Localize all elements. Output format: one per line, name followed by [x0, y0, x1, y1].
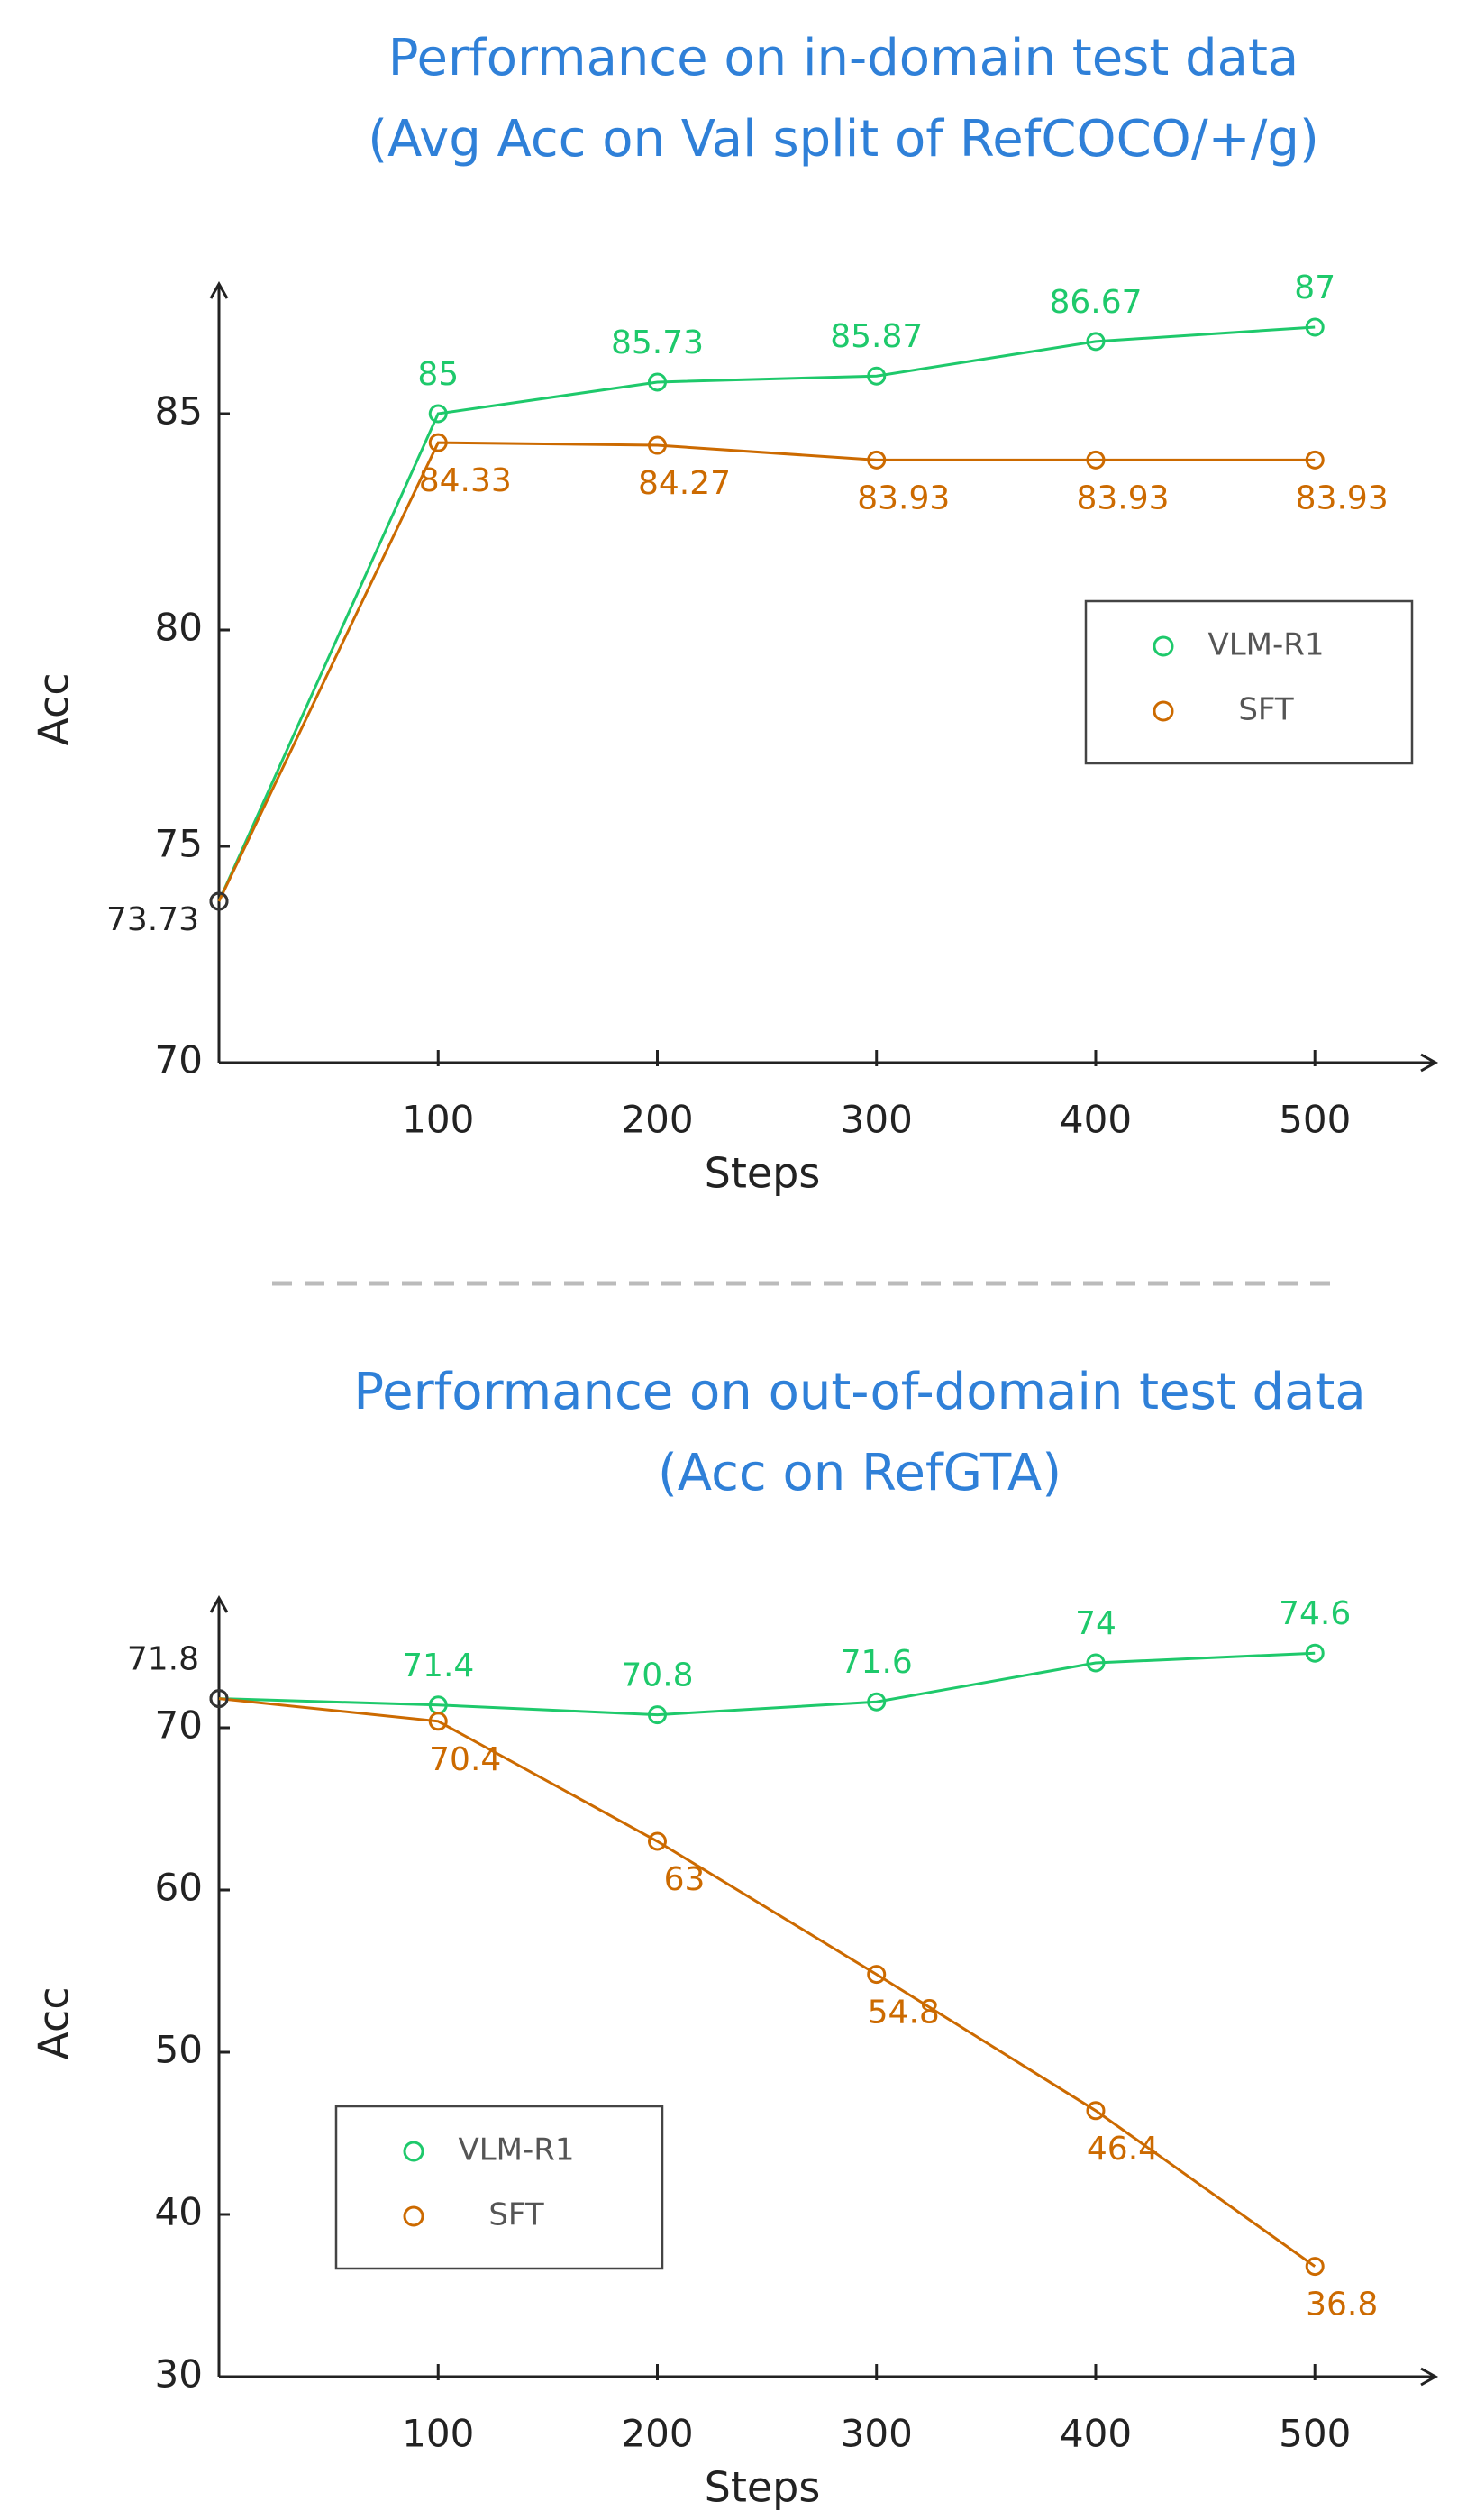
chart-title: (Avg Acc on Val split of RefCOCO/+/g) [368, 110, 1319, 169]
point [647, 1831, 667, 1851]
series-line [217, 325, 1316, 902]
y-axis [209, 1594, 229, 2377]
y-axis-label: Acc [30, 672, 78, 745]
point [647, 372, 667, 392]
point [1086, 332, 1106, 352]
x-tick-label: 200 [621, 1098, 693, 1142]
point [1305, 2257, 1325, 2277]
legend-label: SFT [488, 2197, 544, 2233]
point [1086, 1653, 1106, 1673]
legend-label: SFT [1238, 692, 1294, 728]
x-axis [219, 1053, 1439, 1073]
x-tick-label: 300 [841, 1098, 913, 1142]
value-label: 86.67 [1049, 284, 1142, 321]
point [867, 1692, 887, 1712]
point [867, 450, 887, 470]
point [209, 891, 229, 911]
value-label: 83.93 [1296, 479, 1389, 516]
point [867, 366, 887, 386]
point [647, 435, 667, 455]
point [867, 1965, 887, 1985]
legend-label: VLM-R1 [1207, 627, 1324, 663]
value-label: 85.87 [830, 318, 923, 355]
x-tick-label: 400 [1060, 1098, 1132, 1142]
value-label: 70.4 [429, 1741, 501, 1778]
legend-label: VLM-R1 [458, 2132, 574, 2168]
point [1305, 450, 1325, 470]
value-label: 54.8 [868, 1995, 940, 2032]
value-label: 71.4 [402, 1648, 474, 1685]
value-label: 74.6 [1279, 1595, 1351, 1632]
legend-marker [403, 2141, 424, 2162]
value-label: 70.8 [621, 1657, 693, 1694]
legend-marker [403, 2205, 424, 2227]
point [1086, 450, 1106, 470]
x-tick-label: 200 [621, 2412, 693, 2456]
value-label: 73.73 [106, 901, 199, 938]
legend-marker [1153, 635, 1174, 657]
value-label: 84.27 [638, 465, 731, 502]
value-label: 74 [1075, 1605, 1116, 1642]
x-tick-label: 300 [841, 2412, 913, 2456]
x-tick-label: 100 [402, 2412, 474, 2456]
point [1086, 2101, 1106, 2121]
point [209, 1689, 229, 1709]
series-line [217, 441, 1316, 902]
point [428, 404, 448, 424]
x-tick-label: 500 [1279, 1098, 1351, 1142]
point [1305, 1643, 1325, 1663]
y-axis-label: Acc [30, 1986, 78, 2059]
value-label: 63 [664, 1861, 706, 1898]
point [1305, 317, 1325, 337]
chart: Performance on out-of-domain test data (A… [30, 1363, 1439, 2512]
x-tick-label: 500 [1279, 2412, 1351, 2456]
point [428, 1712, 448, 1731]
legend-box [334, 2105, 664, 2270]
y-tick-label: 80 [155, 606, 203, 650]
y-tick-label: 50 [155, 2028, 203, 2072]
value-label: 71.8 [127, 1641, 199, 1678]
chart: Performance on in-domain test data (Avg A… [30, 29, 1439, 1198]
chart-title: Performance on in-domain test data [388, 29, 1299, 87]
y-tick-label: 40 [155, 2190, 203, 2234]
x-tick-label: 100 [402, 1098, 474, 1142]
value-label: 85 [417, 356, 459, 393]
legend-box [1084, 599, 1414, 765]
y-tick-label: 70 [155, 1703, 203, 1748]
chart-title: Performance on out-of-domain test data [353, 1363, 1365, 1421]
value-label: 84.33 [419, 462, 512, 499]
chart-title: (Acc on RefGTA) [658, 1444, 1061, 1502]
y-tick-label: 75 [155, 822, 203, 866]
value-label: 83.93 [857, 479, 950, 516]
series-line [218, 1651, 1316, 1717]
point [647, 1705, 667, 1725]
value-label: 87 [1294, 269, 1335, 306]
legend-marker [1153, 700, 1174, 722]
x-axis-label: Steps [705, 2463, 821, 2512]
value-label: 46.4 [1087, 2131, 1159, 2168]
y-tick-label: 70 [155, 1038, 203, 1082]
value-label: 71.6 [841, 1644, 913, 1681]
y-tick-label: 30 [155, 2352, 203, 2397]
value-label: 85.73 [611, 324, 704, 361]
value-label: 83.93 [1076, 479, 1169, 516]
y-tick-label: 60 [155, 1866, 203, 1910]
y-tick-label: 85 [155, 389, 203, 434]
x-tick-label: 400 [1060, 2412, 1132, 2456]
x-axis-label: Steps [705, 1149, 821, 1198]
series-line [218, 1697, 1317, 2268]
y-axis [209, 280, 229, 1063]
value-label: 36.8 [1306, 2287, 1378, 2324]
x-axis [219, 2367, 1439, 2387]
point [428, 433, 448, 452]
